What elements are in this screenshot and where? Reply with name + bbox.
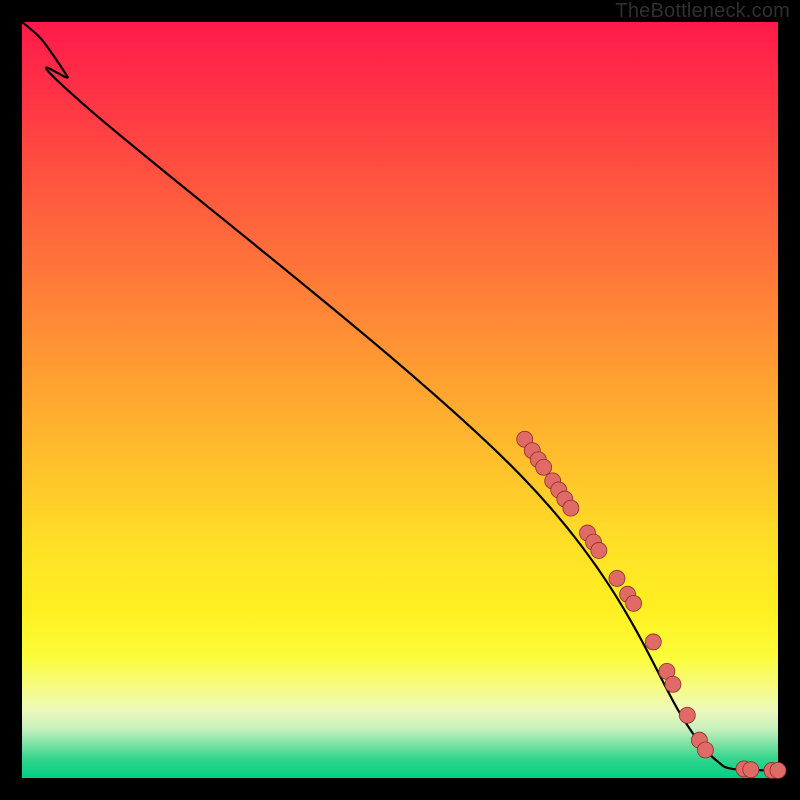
bottleneck-chart	[0, 0, 800, 800]
data-marker	[665, 676, 681, 692]
data-marker	[591, 542, 607, 558]
data-marker	[697, 742, 713, 758]
data-marker	[679, 707, 695, 723]
data-marker	[626, 595, 642, 611]
data-marker	[743, 762, 759, 778]
chart-container: TheBottleneck.com	[0, 0, 800, 800]
data-marker	[536, 459, 552, 475]
data-marker	[563, 500, 579, 516]
data-marker	[609, 570, 625, 586]
data-marker	[645, 634, 661, 650]
data-marker	[770, 762, 786, 778]
